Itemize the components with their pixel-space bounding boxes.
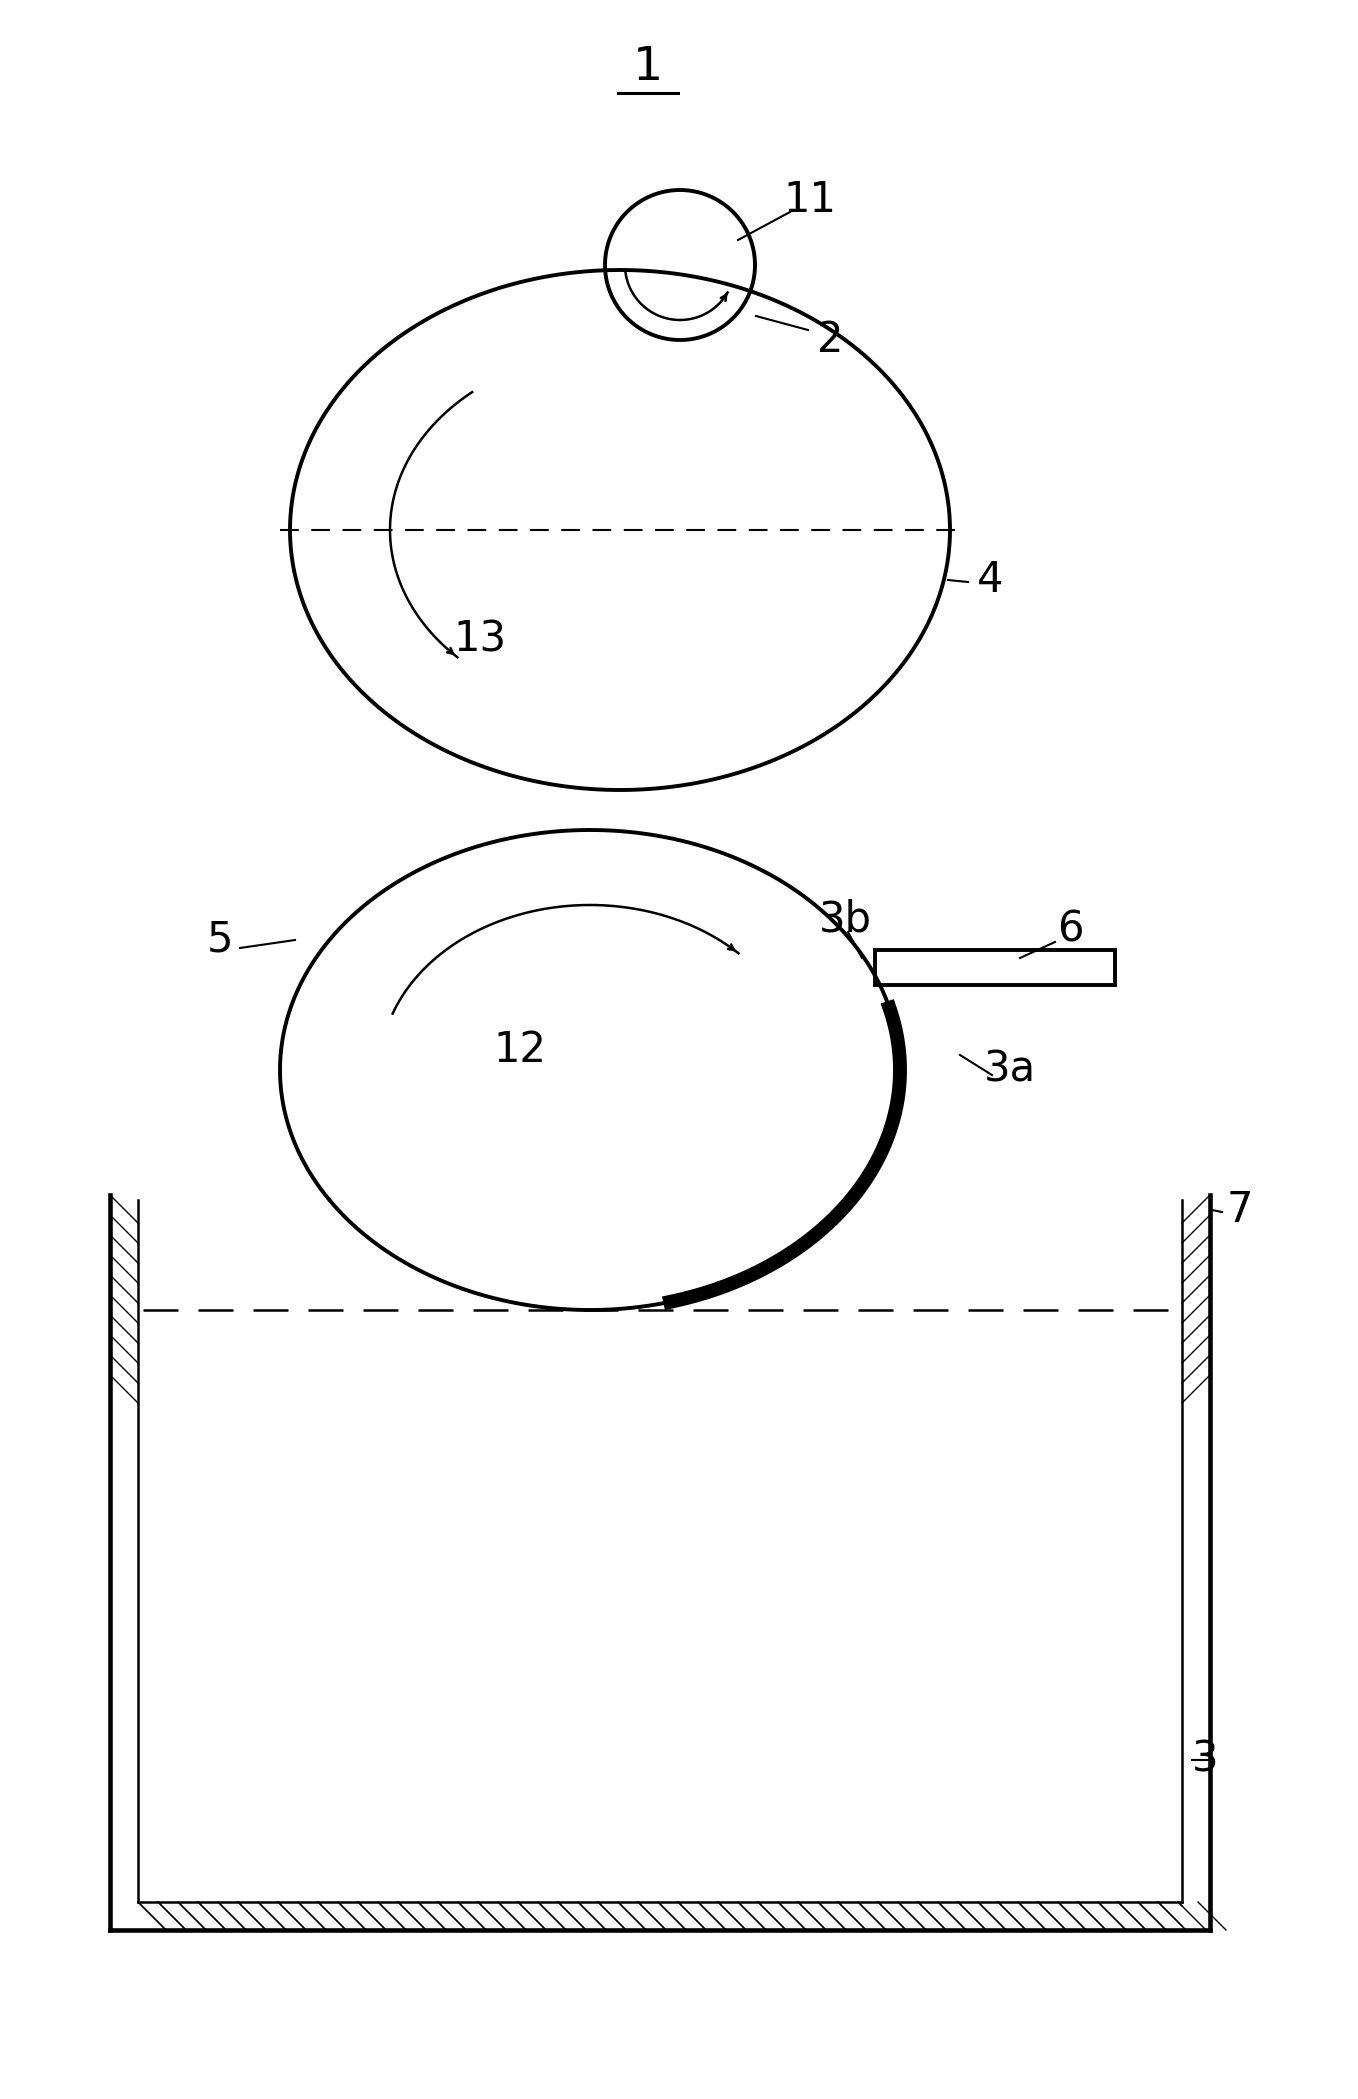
Text: 12: 12 [493, 1029, 546, 1070]
Text: 6: 6 [1057, 909, 1084, 951]
Text: 2: 2 [816, 319, 843, 361]
Text: 3b: 3b [819, 898, 872, 940]
Text: 11: 11 [784, 178, 837, 220]
Bar [875, 951, 1115, 984]
Text: 5: 5 [206, 919, 234, 961]
Text: 4: 4 [976, 558, 1004, 600]
Text: 3: 3 [1192, 1738, 1218, 1780]
Text: 3a: 3a [985, 1050, 1036, 1091]
Text: 7: 7 [1226, 1188, 1253, 1230]
Text: 1: 1 [633, 46, 663, 90]
Text: 13: 13 [454, 619, 507, 661]
